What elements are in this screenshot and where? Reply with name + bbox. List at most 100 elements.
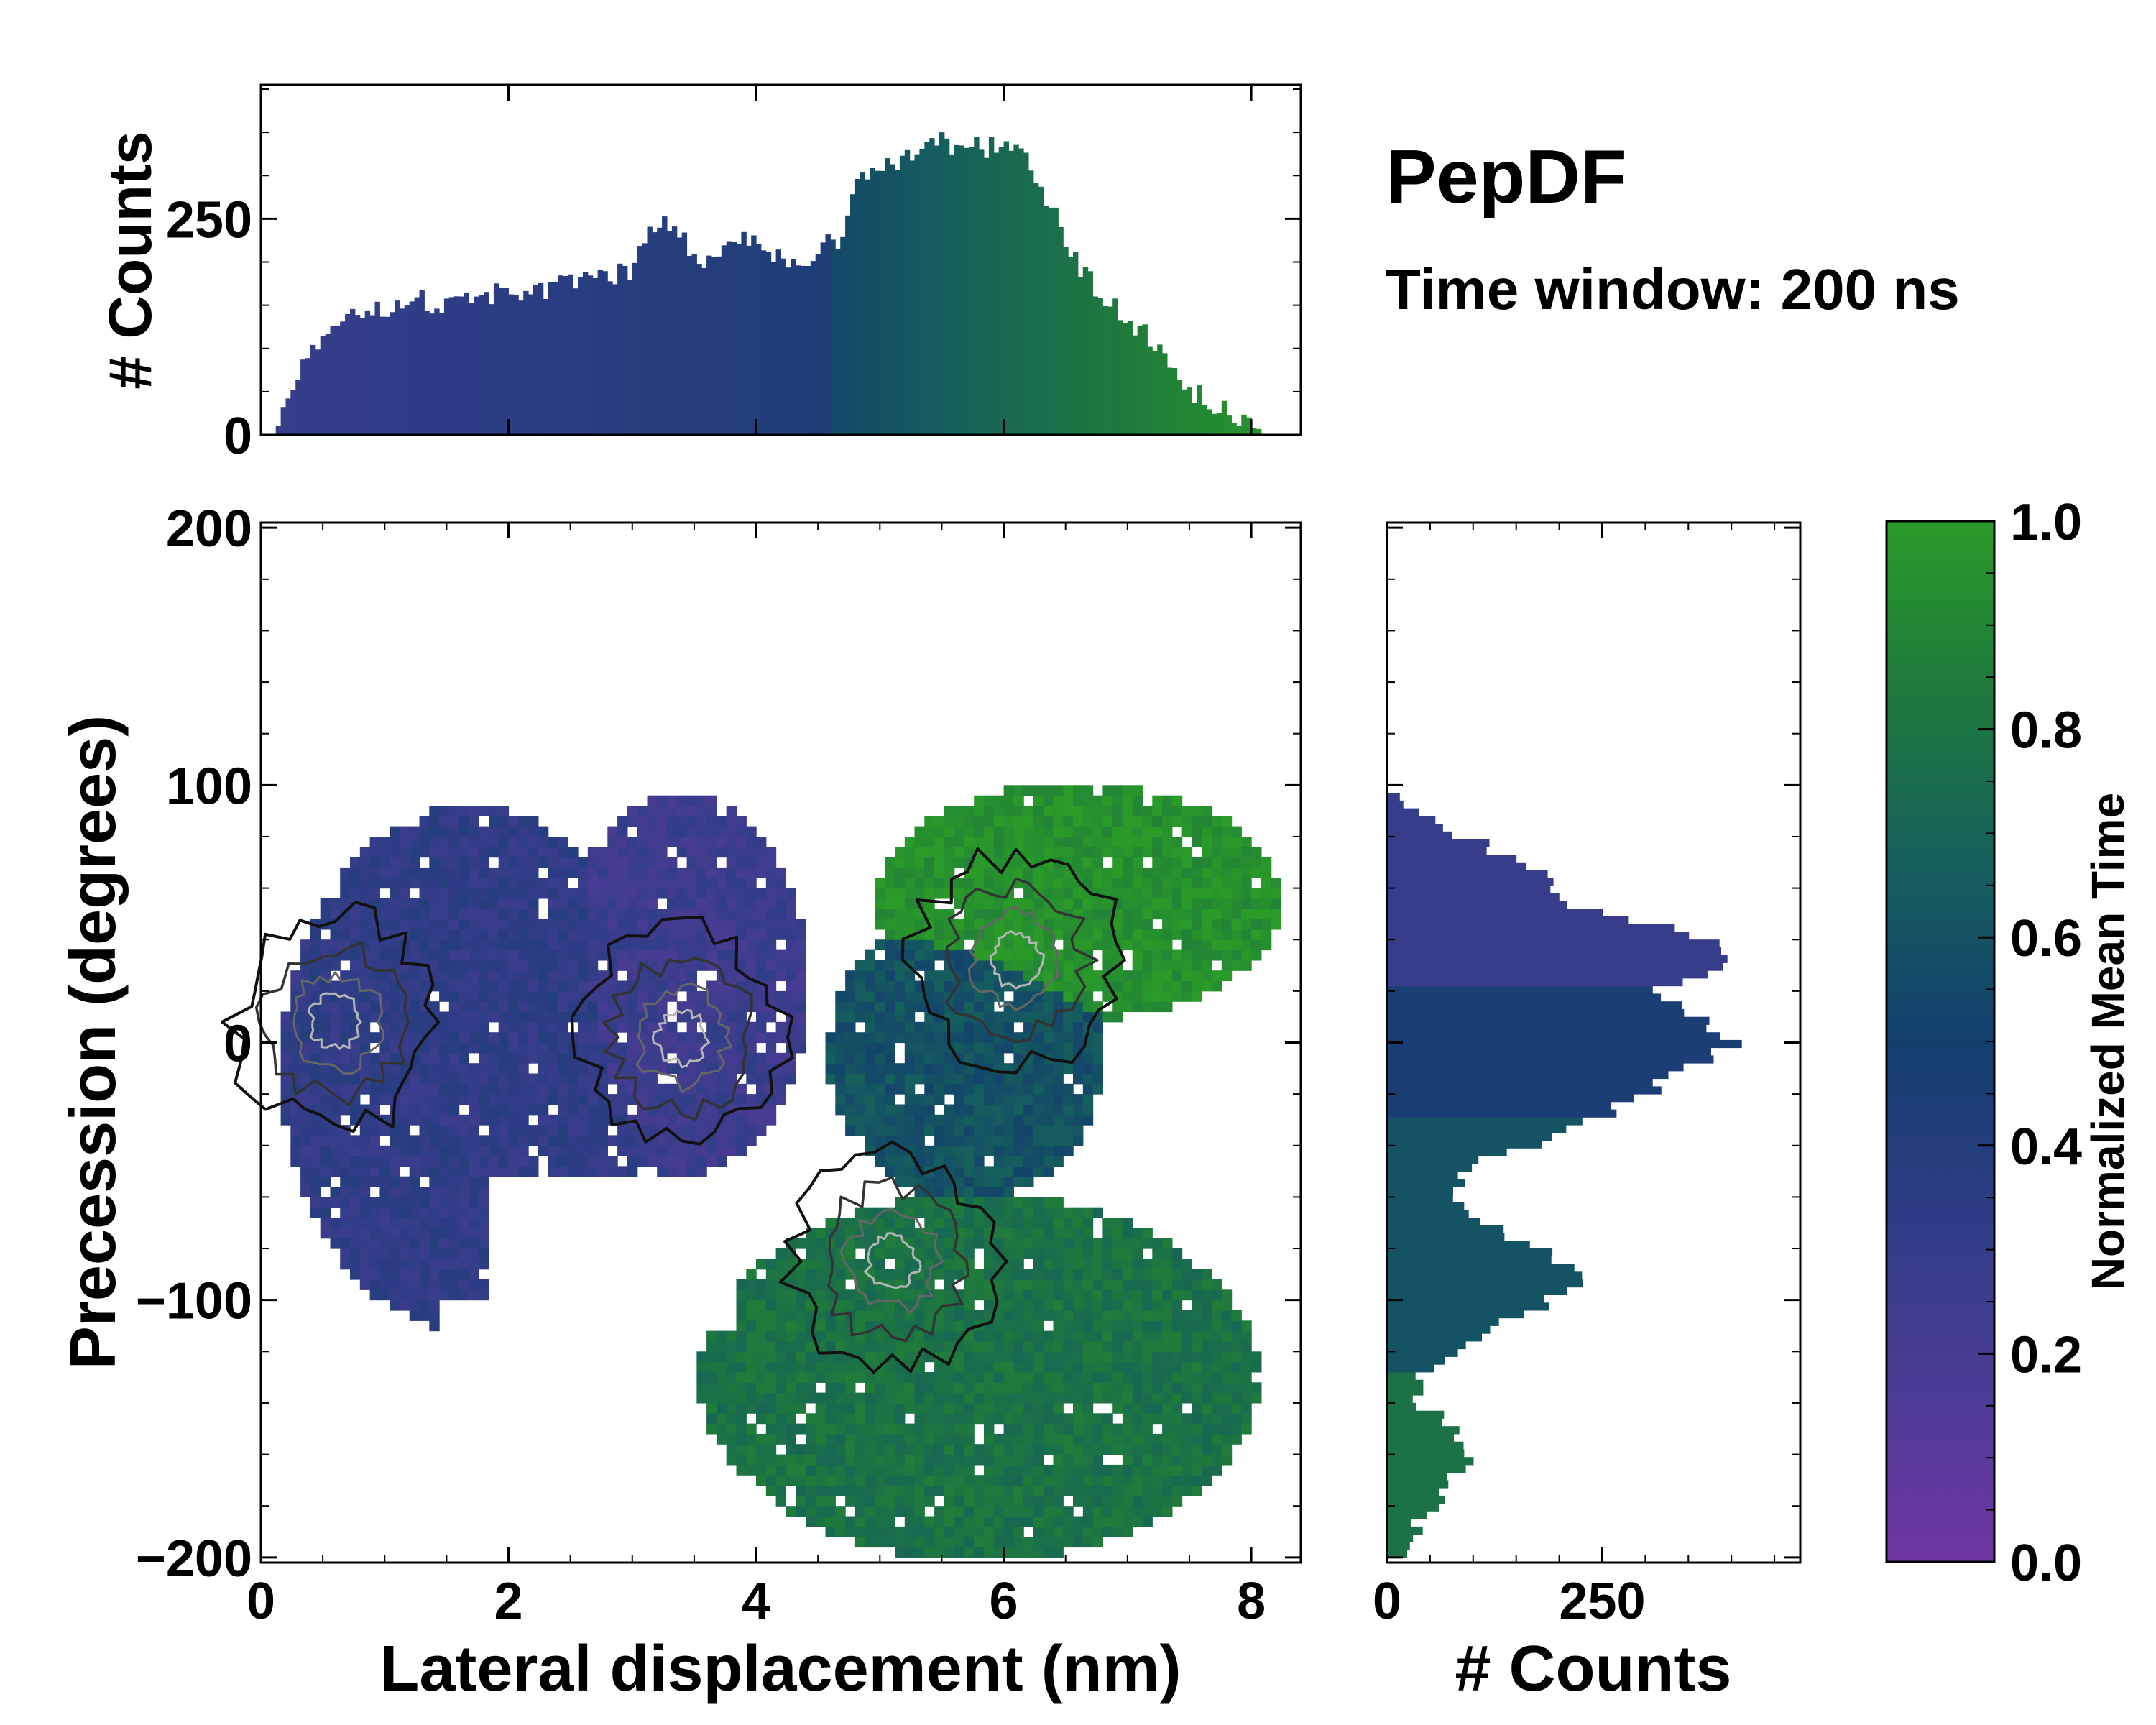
heatmap-cell (587, 1125, 599, 1136)
heatmap-cell (330, 1032, 341, 1044)
heatmap-cell (895, 1300, 906, 1311)
heatmap-cell (944, 1310, 955, 1321)
heatmap-cell (1102, 1413, 1113, 1425)
heatmap-cell (786, 1063, 796, 1075)
heatmap-cell (914, 1104, 925, 1116)
heatmap-cell (558, 1032, 568, 1044)
heatmap-cell (607, 1001, 618, 1013)
heatmap-cell (796, 1279, 806, 1290)
heatmap-cell (796, 949, 806, 961)
heatmap-cell (1003, 1475, 1014, 1486)
heatmap-cell (736, 939, 747, 951)
heatmap-cell (558, 1156, 568, 1167)
heatmap-cell (706, 990, 717, 1002)
heatmap-cell (974, 990, 985, 1002)
heatmap-cell (1092, 1485, 1103, 1496)
heatmap-cell (607, 1166, 618, 1177)
heatmap-cell (895, 1423, 906, 1435)
heatmap-cell (885, 1248, 895, 1259)
density-contour (571, 915, 794, 1146)
heatmap-cell (1003, 1207, 1014, 1218)
heatmap-cell (419, 1125, 430, 1136)
heatmap-cell (875, 1218, 885, 1228)
heatmap-cell (1082, 1433, 1094, 1445)
heatmap-cell (1092, 970, 1103, 982)
heatmap-cell (558, 1042, 568, 1054)
heatmap-cell (1102, 1330, 1113, 1342)
heatmap-cell (1092, 816, 1103, 827)
heatmap-cell (637, 939, 648, 951)
heatmap-cell (765, 1032, 777, 1044)
heatmap-cell (1221, 1310, 1233, 1321)
heatmap-cell (548, 1083, 558, 1095)
heatmap-cell (875, 1485, 885, 1496)
top-histogram-bar (320, 336, 326, 435)
heatmap-cell (1092, 1248, 1103, 1259)
heatmap-cell (914, 1330, 925, 1342)
heatmap-cell (845, 1330, 856, 1342)
heatmap-cell (350, 1248, 361, 1259)
heatmap-cell (815, 1310, 826, 1321)
heatmap-cell (756, 1433, 767, 1445)
heatmap-cell (796, 1454, 806, 1466)
heatmap-cell (954, 1495, 965, 1506)
heatmap-cell (904, 857, 916, 868)
heatmap-cell (1181, 826, 1192, 837)
heatmap-cell (1063, 1042, 1074, 1054)
heatmap-cell (350, 1259, 361, 1270)
top-histogram-bar (359, 318, 366, 435)
heatmap-cell (885, 857, 895, 868)
heatmap-cell (1043, 1310, 1054, 1321)
heatmap-cell (845, 1011, 856, 1023)
heatmap-cell (1112, 1464, 1123, 1476)
heatmap-cell (944, 1506, 955, 1517)
heatmap-cell (944, 1423, 955, 1435)
heatmap-cell (895, 1228, 906, 1239)
top-histogram-bar (895, 170, 900, 435)
heatmap-cell (498, 1073, 510, 1085)
heatmap-cell (974, 1052, 985, 1064)
right-histogram-bar (1387, 993, 1662, 1002)
heatmap-cell (637, 898, 648, 909)
heatmap-cell (746, 980, 757, 992)
heatmap-cell (984, 1125, 995, 1136)
heatmap-cell (875, 1464, 885, 1476)
heatmap-cell (835, 1228, 846, 1239)
top-histogram-bar (1127, 321, 1133, 435)
right-histogram-bar (1387, 1086, 1662, 1095)
heatmap-cell (1082, 795, 1094, 806)
heatmap-cell (1053, 1423, 1064, 1435)
heatmap-cell (885, 1382, 895, 1394)
heatmap-cell (1122, 1361, 1133, 1373)
heatmap-cell (587, 1073, 599, 1085)
heatmap-cell (359, 980, 371, 992)
heatmap-cell (1152, 795, 1163, 806)
heatmap-cell (1013, 867, 1024, 878)
heatmap-cell (756, 1063, 767, 1075)
right-histogram-bar (1387, 1410, 1445, 1419)
heatmap-cell (1033, 1032, 1044, 1044)
heatmap-cell (1053, 1289, 1064, 1301)
heatmap-cell (1152, 1320, 1163, 1332)
heatmap-cell (1231, 1413, 1242, 1425)
heatmap-cell (1043, 1248, 1054, 1259)
heatmap-cell (1221, 929, 1233, 940)
heatmap-cell (1181, 1289, 1192, 1301)
heatmap-cell (1132, 1320, 1143, 1332)
heatmap-cell (330, 939, 341, 951)
heatmap-cell (558, 867, 568, 878)
top-histogram-bar (518, 300, 524, 435)
heatmap-cell (854, 1413, 866, 1425)
heatmap-cell (1212, 1300, 1222, 1311)
heatmap-cell (1122, 837, 1133, 847)
heatmap-cell (617, 1104, 628, 1116)
heatmap-cell (765, 908, 777, 920)
heatmap-cell (1092, 1464, 1103, 1476)
heatmap-cell (1003, 1361, 1014, 1373)
heatmap-cell (1192, 826, 1202, 837)
heatmap-cell (1013, 1433, 1024, 1445)
heatmap-cell (1013, 1218, 1024, 1228)
heatmap-cell (280, 1011, 291, 1023)
heatmap-cell (419, 1279, 430, 1290)
heatmap-cell (1063, 1485, 1074, 1496)
